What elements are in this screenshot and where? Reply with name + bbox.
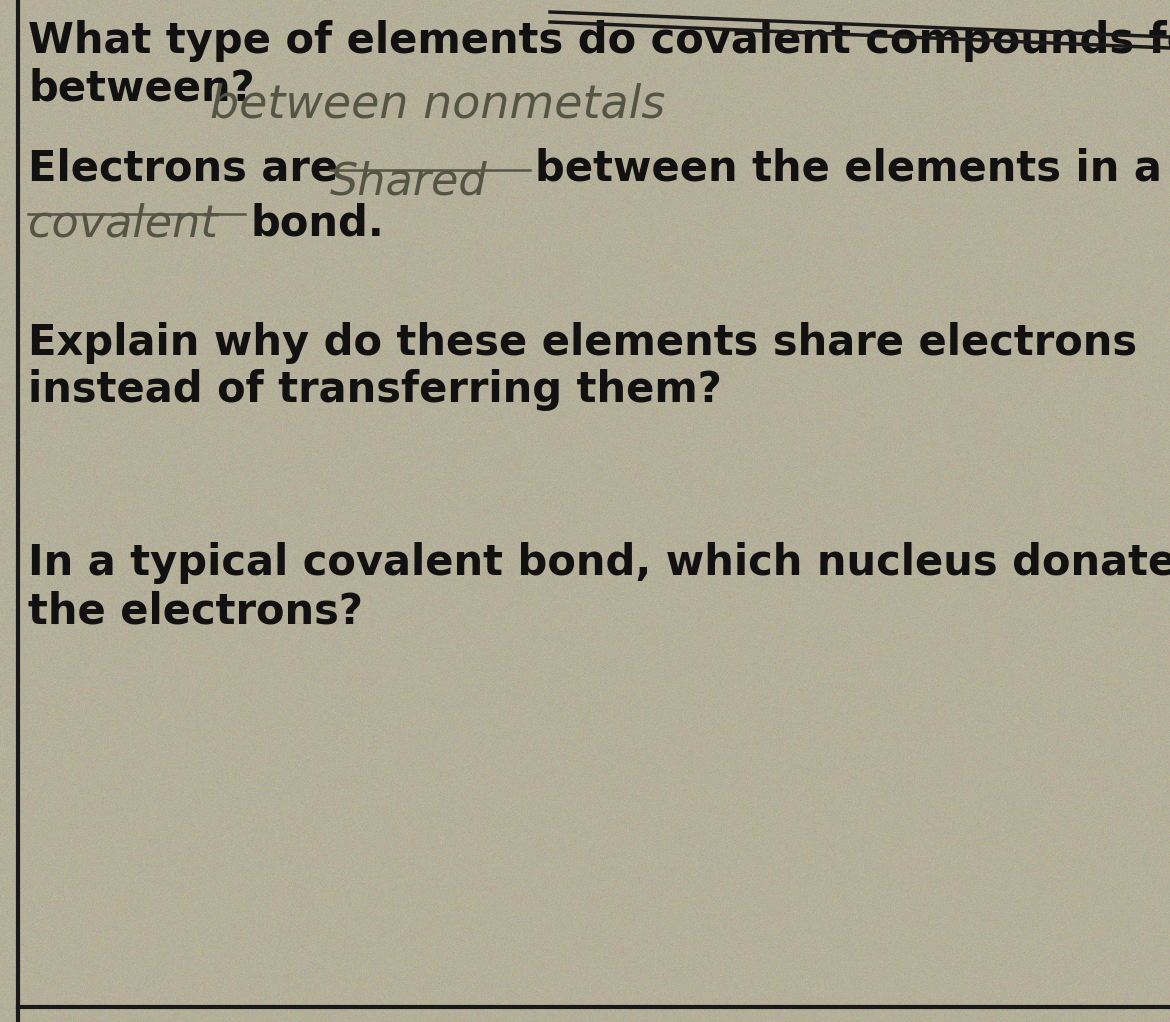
Text: between nonmetals: between nonmetals [209, 82, 666, 127]
Text: Electrons are: Electrons are [28, 147, 338, 189]
Text: between the elements in a: between the elements in a [535, 147, 1162, 189]
Text: Shared: Shared [330, 160, 488, 203]
Text: Explain why do these elements share electrons: Explain why do these elements share elec… [28, 322, 1137, 364]
Text: What type of elements do covalent compounds form: What type of elements do covalent compou… [28, 20, 1170, 62]
Text: In a typical covalent bond, which nucleus donates: In a typical covalent bond, which nucleu… [28, 542, 1170, 584]
Text: bond.: bond. [250, 202, 384, 244]
Text: covalent: covalent [28, 202, 219, 245]
Text: instead of transferring them?: instead of transferring them? [28, 369, 722, 411]
Text: between?: between? [28, 67, 255, 109]
Text: the electrons?: the electrons? [28, 590, 363, 632]
